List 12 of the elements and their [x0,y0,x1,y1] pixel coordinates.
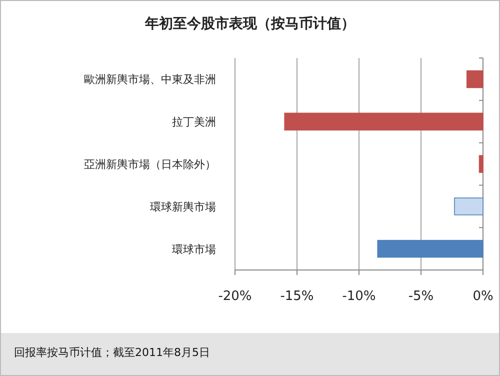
y-tick-label: 拉丁美洲 [172,116,216,129]
x-tick-label: -20% [218,289,252,304]
y-tick-label: 環球市場 [172,242,216,256]
x-tick-label: -15% [280,289,314,304]
chart-title: 年初至今股市表现（按马币计值） [144,15,355,32]
y-tick-label: 亞洲新輿市場（日本除外） [84,158,216,171]
y-tick-label: 環球新輿市場 [150,200,216,214]
text: 回报率按马币计值；截至2011年8月5日 [14,346,210,359]
y-tick-label: 歐洲新輿市場、中東及非洲 [84,73,216,86]
x-tick-label: -5% [408,289,434,304]
x-tick-label: -10% [342,289,376,304]
x-tick-label: 0% [472,289,494,304]
